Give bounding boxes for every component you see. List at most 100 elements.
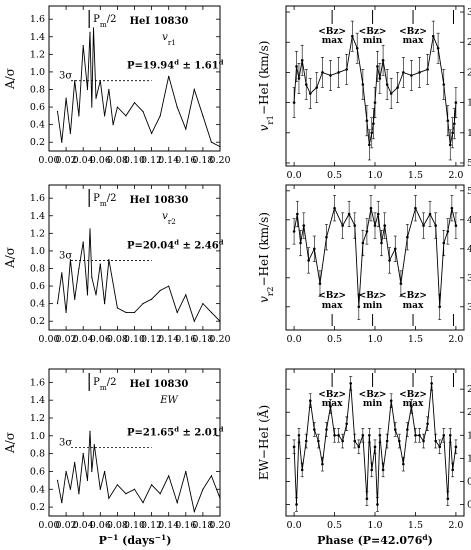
phase-point [376,212,380,216]
phase-point [347,212,351,216]
phase-point [397,439,401,443]
periodogram-point [125,115,127,117]
phase-point [313,428,316,431]
phase-point [368,143,371,147]
periodogram-point [108,497,110,499]
periodogram-point [219,320,221,322]
y-axis-label: A/σ [3,432,17,454]
bz-kind-label: max [403,301,424,311]
x-tick-label: 0.16 [175,520,196,531]
x-tick-label: 0.5 [327,334,342,345]
phase-point [321,71,324,74]
y-tick-label: 1.6 [30,193,45,204]
phase-point [393,247,397,251]
periodogram-point [61,141,63,143]
phase-point [434,439,437,443]
x-tick-label: 0.0 [287,520,302,531]
periodogram-point [151,132,153,135]
phase-point [438,445,442,449]
phase-point [307,259,310,262]
quantity-label: vr1 [162,32,176,47]
phase-point [414,433,417,437]
y-tick-label: 500 [467,186,471,197]
periodogram-point [69,132,71,135]
y-tick-label: 250 [467,37,471,48]
y-tick-label: 200 [467,67,471,78]
y-tick-label: 0.4 [467,499,471,510]
periodogram-point [65,470,67,473]
phase-point [368,433,371,437]
phase-point [454,101,458,104]
phase-point [389,92,393,95]
y-tick-label: 2.0 [467,407,471,418]
periodogram-point [168,285,170,287]
left-x-axis-label: P−1 (days−1) [99,533,172,548]
y-tick-label: 450 [467,215,471,226]
periodogram-point [133,488,136,490]
periodogram-point [151,298,153,300]
phase-point [373,224,377,227]
x-tick-label: 0.00 [38,155,59,166]
x-tick-label: 0.18 [192,334,213,345]
x-tick-label: 0.14 [158,334,179,345]
x-tick-label: 0.12 [141,520,162,531]
phase-point [372,122,375,126]
phase-point [325,235,328,239]
x-tick-label: 0.10 [124,334,145,345]
x-tick-label: 0.00 [38,334,59,345]
y-tick-label: 0.2 [30,316,45,327]
phase-point [361,433,365,437]
phase-point [378,77,382,80]
phase-point [292,230,296,233]
x-tick-label: 0.20 [209,520,230,531]
threshold-3sigma-label: 3σ [59,251,72,262]
phase-point [452,122,456,126]
phase-point [345,422,348,426]
x-tick-label: 0.08 [107,155,128,166]
phase-point [353,224,357,227]
periodogram-point [193,320,195,322]
periodogram-point [56,110,59,113]
periodogram-point [61,272,63,274]
y-tick-label: 300 [467,7,471,18]
periodogram-point [202,303,204,305]
y-tick-label: 1.2 [30,49,45,60]
bz-label: <Bz> [318,390,346,400]
y-tick-label: 1.2 [467,453,471,464]
periodogram-point [89,228,91,230]
phase-point [349,382,353,385]
phase-point [296,212,299,216]
phase-point [297,77,301,80]
phase-point [329,74,332,77]
phase-point [315,86,319,89]
bz-kind-label: max [322,36,343,46]
y-tick-label: 0.4 [30,299,45,310]
periodogram-point [78,493,80,495]
periodogram-point [99,263,101,265]
panel-frame [48,184,221,331]
x-tick-label: 0.10 [124,520,145,531]
phase-point [436,46,440,50]
phase-point [341,224,344,227]
y-tick-label: 1.6 [30,14,45,25]
x-tick-label: 0.20 [209,155,230,166]
right-x-axis-label: Phase (P=42.076d) [317,533,433,548]
periodogram-point [65,311,67,314]
x-tick-label: 1.5 [408,334,423,345]
periodogram-point [185,470,187,473]
y-axis-label: A/σ [3,247,17,269]
x-tick-label: 0.08 [107,520,128,531]
y-tick-label: 1.6 [30,377,45,388]
quantity-label: vr2 [162,211,176,226]
phase-point [422,439,425,443]
phase-point [304,83,308,86]
phase-point [426,68,429,71]
periodogram-point [69,488,71,490]
phase-point [451,131,454,135]
phase-point [438,305,442,309]
periodogram-point [159,289,161,292]
y-tick-label: 1.0 [30,431,45,442]
phase-point [308,92,312,95]
periodogram-point [78,267,80,270]
periodogram-point [56,479,59,481]
